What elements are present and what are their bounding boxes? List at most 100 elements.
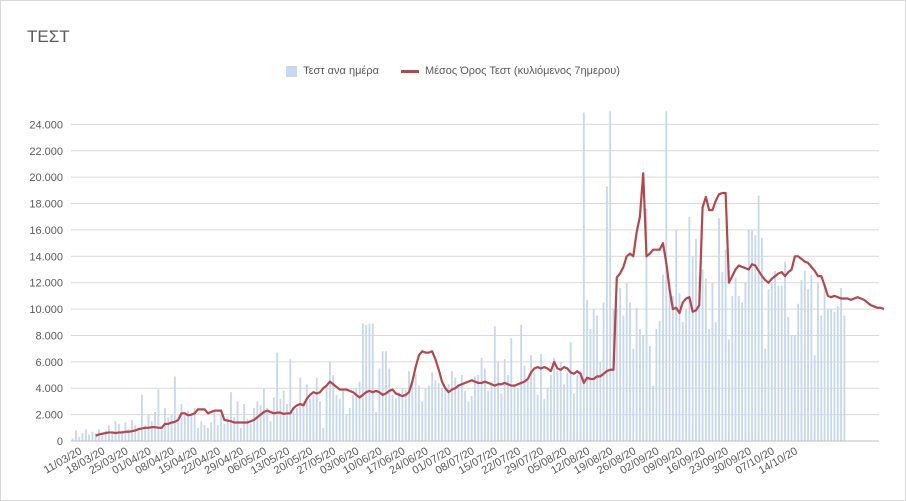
bar (807, 289, 810, 441)
bar (536, 394, 539, 441)
bar (375, 411, 377, 441)
bar (563, 384, 565, 441)
bar (836, 306, 839, 441)
bar (71, 438, 74, 441)
bar (414, 373, 417, 441)
bar (767, 289, 770, 441)
bar (606, 186, 608, 441)
bar (569, 342, 572, 441)
bar (104, 430, 107, 441)
bar (332, 375, 335, 441)
bar (233, 417, 236, 441)
bar (493, 326, 496, 441)
bar (602, 302, 605, 441)
legend-swatch-line (400, 69, 419, 73)
bar (678, 293, 681, 441)
bar (249, 423, 252, 441)
y-tick-label: 2.000 (35, 410, 63, 422)
bar (394, 398, 397, 441)
bar (747, 229, 750, 441)
bar (701, 269, 704, 441)
bar (734, 277, 737, 441)
bar (210, 422, 213, 441)
bar (576, 375, 579, 441)
bar (328, 361, 331, 441)
bar (269, 421, 272, 441)
bar (516, 388, 519, 441)
bar (381, 351, 384, 441)
bar (530, 355, 532, 441)
bar (190, 415, 193, 441)
bar (140, 394, 143, 441)
y-tick-label: 20.000 (29, 172, 63, 184)
bar (797, 303, 800, 441)
bar (708, 328, 711, 441)
bar (483, 368, 486, 441)
bar (256, 401, 259, 441)
bar (315, 377, 318, 441)
bar (447, 384, 450, 441)
bar (454, 377, 457, 441)
bar (444, 386, 447, 441)
y-tick-label: 24.000 (29, 119, 63, 131)
bar (622, 315, 625, 441)
bar (378, 368, 381, 441)
bar (355, 388, 358, 441)
bar (302, 401, 305, 441)
bar (84, 429, 87, 441)
bar (737, 295, 740, 441)
bar (253, 408, 255, 441)
bar (101, 435, 104, 441)
bar (718, 218, 720, 441)
bar (441, 388, 443, 441)
bar (503, 359, 506, 441)
y-tick-label: 16.000 (29, 225, 63, 237)
bar (236, 401, 239, 441)
bar (335, 394, 338, 441)
legend-label-line: Μέσος Όρος Τεστ (κυλιόμενος 7ημερου) (424, 65, 620, 77)
bar (464, 390, 467, 441)
bar (638, 328, 641, 441)
bar (751, 229, 753, 441)
bar (365, 324, 368, 441)
y-tick-label: 8.000 (35, 330, 63, 342)
bar (197, 427, 199, 441)
bar (401, 388, 404, 441)
y-tick-label: 14.000 (29, 251, 63, 263)
bar (474, 376, 476, 441)
bar (480, 357, 483, 441)
bar (619, 287, 622, 441)
bar (431, 372, 434, 441)
bar (299, 377, 302, 441)
bar (556, 371, 559, 441)
y-tick-label: 12.000 (29, 278, 63, 290)
bar (263, 388, 265, 441)
bar (777, 285, 780, 441)
bar (596, 315, 598, 441)
bar (764, 348, 767, 441)
bar (635, 307, 638, 441)
bar (81, 433, 84, 441)
bar (559, 361, 562, 441)
bar (276, 352, 279, 441)
bar (239, 427, 242, 441)
bar (427, 385, 430, 441)
bar (533, 372, 536, 441)
bar (840, 287, 842, 441)
bar (183, 413, 186, 441)
bar (589, 328, 592, 441)
bar (573, 393, 575, 441)
bar (826, 309, 829, 441)
bar (761, 237, 763, 441)
bar (507, 375, 509, 441)
bar (437, 382, 440, 441)
bar (599, 361, 602, 441)
bar (325, 385, 328, 441)
bar (134, 425, 137, 441)
bar (757, 195, 760, 441)
bar (121, 430, 124, 441)
bar (579, 371, 582, 441)
bar (434, 380, 437, 441)
bar (820, 315, 823, 441)
